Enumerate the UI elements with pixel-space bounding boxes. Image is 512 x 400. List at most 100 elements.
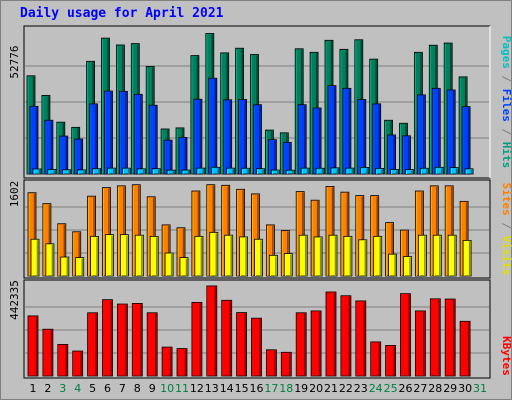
bar-sites-day-11 — [176, 227, 186, 277]
bar-files-day-17 — [267, 139, 277, 175]
bar-pages-day-19 — [300, 167, 310, 175]
x-tick-label-29: 29 — [443, 382, 457, 395]
page-title: Daily usage for April 2021 — [20, 6, 224, 21]
bar-pages-day-2 — [47, 169, 57, 175]
bar-kbytes-day-6 — [102, 299, 113, 377]
bar-visits-day-17 — [268, 254, 278, 277]
x-tick-label-7: 7 — [119, 382, 126, 395]
bar-pages-day-18 — [285, 169, 295, 175]
bar-kbytes-day-22 — [340, 295, 352, 377]
bar-pages-day-20 — [315, 167, 325, 175]
bar-visits-day-28 — [432, 234, 442, 277]
bar-files-day-15 — [238, 99, 248, 175]
bar-files-day-11 — [178, 137, 188, 175]
x-tick-label-25: 25 — [384, 382, 398, 395]
bar-visits-day-25 — [388, 253, 398, 277]
bar-visits-day-10 — [164, 252, 174, 277]
bar-pages-day-5 — [92, 168, 101, 175]
bar-kbytes-day-3 — [57, 343, 69, 377]
bar-files-day-6 — [104, 90, 113, 175]
bar-pages-day-9 — [151, 168, 161, 175]
x-tick-label-13: 13 — [205, 382, 219, 395]
bar-pages-day-14 — [226, 167, 236, 175]
bar-pages-day-7 — [122, 167, 131, 175]
bar-kbytes-day-13 — [206, 285, 218, 377]
x-tick-label-5: 5 — [89, 382, 96, 395]
x-tick-label-12: 12 — [190, 382, 204, 395]
bar-kbytes-day-20 — [310, 310, 322, 377]
kbytes-side-label: KBytes — [500, 336, 512, 376]
bar-files-day-5 — [89, 103, 98, 175]
bar-visits-day-23 — [358, 239, 368, 277]
x-tick-label-24: 24 — [369, 382, 383, 395]
bar-kbytes-day-19 — [295, 312, 307, 377]
side-label-part: / — [500, 69, 512, 89]
x-tick-label-18: 18 — [279, 382, 293, 395]
bar-kbytes-day-25 — [385, 345, 397, 377]
hits-side-label: Pages / Files / Hits — [500, 36, 512, 169]
bar-visits-day-12 — [194, 235, 204, 277]
hits-max-label: 52776 — [8, 45, 21, 78]
bar-files-day-7 — [119, 90, 128, 175]
bar-visits-day-15 — [239, 236, 249, 277]
bar-visits-day-29 — [447, 234, 457, 277]
visits-max-label: 1602 — [8, 181, 21, 208]
x-tick-label-17: 17 — [264, 382, 278, 395]
bar-pages-day-17 — [270, 169, 280, 175]
bar-kbytes-day-26 — [400, 293, 411, 377]
x-tick-label-21: 21 — [324, 382, 338, 395]
bar-pages-day-8 — [136, 168, 146, 175]
bar-kbytes-day-8 — [131, 303, 143, 377]
bar-visits-day-19 — [298, 234, 308, 277]
side-label-part: Sites — [500, 183, 512, 216]
bar-pages-day-26 — [405, 169, 414, 175]
bar-visits-day-4 — [75, 257, 85, 277]
x-tick-label-15: 15 — [235, 382, 249, 395]
bar-files-day-29 — [446, 89, 456, 175]
bar-visits-day-7 — [120, 234, 129, 277]
x-tick-label-26: 26 — [399, 382, 413, 395]
x-tick-label-14: 14 — [220, 382, 234, 395]
bar-pages-day-27 — [419, 167, 429, 175]
bar-kbytes-day-2 — [42, 328, 54, 377]
bar-visits-day-14 — [224, 234, 234, 277]
x-tick-label-16: 16 — [250, 382, 264, 395]
x-tick-label-4: 4 — [74, 382, 81, 395]
x-tick-label-10: 10 — [160, 382, 174, 395]
x-tick-label-23: 23 — [354, 382, 368, 395]
bar-kbytes-day-1 — [27, 315, 39, 377]
visits-side-label: Sites / Visits — [500, 183, 512, 276]
x-tick-label-11: 11 — [175, 382, 189, 395]
bar-visits-day-8 — [134, 234, 144, 277]
bar-kbytes-day-12 — [191, 301, 203, 377]
bar-files-day-24 — [372, 103, 382, 175]
bar-files-day-10 — [163, 139, 173, 175]
bar-pages-day-12 — [196, 167, 206, 175]
side-label-part: Files — [500, 89, 512, 122]
bar-pages-day-1 — [32, 168, 42, 175]
bar-files-day-21 — [327, 85, 337, 175]
bar-visits-day-21 — [328, 234, 338, 277]
side-label-part: Hits — [500, 142, 512, 169]
bar-kbytes-day-30 — [459, 320, 471, 377]
bar-pages-day-22 — [345, 167, 355, 175]
bar-kbytes-day-14 — [221, 299, 233, 377]
bar-pages-day-29 — [449, 167, 459, 175]
x-tick-label-28: 28 — [428, 382, 442, 395]
bar-pages-day-16 — [256, 168, 265, 175]
bar-files-day-19 — [297, 104, 307, 175]
bar-pages-day-11 — [181, 169, 191, 175]
bar-kbytes-day-24 — [370, 341, 382, 377]
bar-visits-day-22 — [343, 235, 353, 277]
bar-files-day-25 — [387, 134, 397, 175]
bar-kbytes-day-16 — [251, 317, 262, 377]
x-tick-label-6: 6 — [104, 382, 111, 395]
bar-files-day-4 — [74, 138, 84, 175]
bar-files-day-23 — [357, 99, 367, 175]
bar-files-day-27 — [416, 94, 426, 175]
bar-kbytes-day-9 — [146, 312, 158, 377]
bar-files-day-1 — [29, 105, 39, 175]
bar-kbytes-day-5 — [87, 312, 98, 377]
x-tick-label-20: 20 — [309, 382, 323, 395]
bar-kbytes-day-28 — [429, 298, 441, 377]
